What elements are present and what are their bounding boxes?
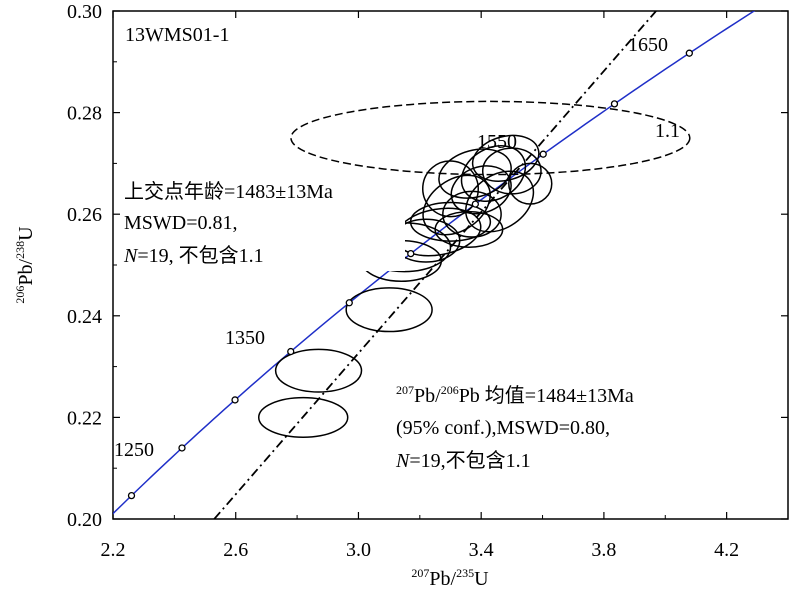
x-tick-label: 2.6 [223, 539, 248, 561]
annotation-lower: 207Pb/206Pb 均值=1484±13Ma (95% conf.),MSW… [395, 383, 634, 472]
error-ellipse [422, 160, 479, 218]
annotation-upper-line3: N=19, 不包含1.1 [123, 244, 264, 267]
axis-ticks [112, 10, 788, 520]
annotation-upper-line2: MSWD=0.81, [124, 212, 238, 234]
y-tick-label: 0.28 [67, 103, 102, 125]
annotation-upper-bg [121, 175, 405, 271]
x-tick-label: 4.2 [714, 539, 739, 561]
age-marker [539, 150, 547, 158]
age-marker [345, 299, 353, 307]
excluded-ellipse-1-1 [290, 100, 691, 176]
y-tick-label: 0.22 [67, 407, 102, 429]
excluded-ellipse-label: 1.1 [655, 120, 680, 142]
x-tick-label: 3.4 [469, 539, 494, 561]
annotation-upper: 上交点年龄=1483±13Ma MSWD=0.81, N=19, 不包含1.1 [121, 175, 405, 271]
age-marker [765, 0, 771, 5]
error-ellipse [345, 287, 433, 333]
annotation-lower-line1: 207Pb/206Pb 均值=1484±13Ma [396, 383, 634, 407]
age-marker [471, 200, 479, 208]
x-tick-label: 3.0 [346, 539, 371, 561]
x-tick-label: 3.8 [591, 539, 616, 561]
error-ellipse [508, 162, 553, 205]
error-ellipse [434, 210, 504, 248]
annotation-lower-line2: (95% conf.),MSWD=0.80, [396, 417, 610, 439]
error-ellipse [438, 148, 512, 199]
y-tick-label: 0.30 [67, 1, 102, 23]
error-ellipse [274, 348, 363, 393]
age-label-1550: 1550 [477, 131, 517, 153]
error-ellipse [471, 134, 540, 182]
x-tick-label: 2.2 [101, 539, 126, 561]
age-label-1250: 1250 [114, 439, 154, 461]
age-marker [231, 396, 239, 404]
age-marker [610, 100, 619, 108]
age-marker [685, 49, 693, 57]
sample-id: 13WMS01-1 [125, 24, 229, 46]
age-label-1650: 1650 [628, 34, 668, 56]
age-marker [407, 249, 415, 258]
annotation-lower-line3: N=19,不包含1.1 [395, 449, 531, 472]
concordia-age-markers [127, 0, 771, 500]
y-tick-label: 0.24 [67, 306, 102, 328]
x-tick-labels: 2.2 2.6 3.0 3.4 3.8 4.2 [101, 539, 740, 561]
annotation-upper-line1: 上交点年龄=1483±13Ma [124, 180, 333, 203]
age-marker [287, 347, 295, 356]
y-tick-label: 0.20 [67, 509, 102, 531]
age-label-1350: 1350 [225, 327, 265, 349]
concordia-curve [113, 11, 756, 515]
age-marker [127, 491, 136, 500]
error-ellipses [257, 134, 553, 438]
y-axis-label: 206Pb/238U [13, 226, 37, 304]
y-tick-labels: 0.20 0.22 0.24 0.26 0.28 0.30 [67, 1, 102, 531]
age-marker [178, 444, 186, 452]
y-tick-label: 0.26 [67, 204, 102, 226]
error-ellipse [460, 145, 527, 203]
error-ellipse [257, 396, 349, 438]
error-ellipse [409, 201, 492, 242]
x-axis-label: 207Pb/235U [411, 566, 489, 590]
